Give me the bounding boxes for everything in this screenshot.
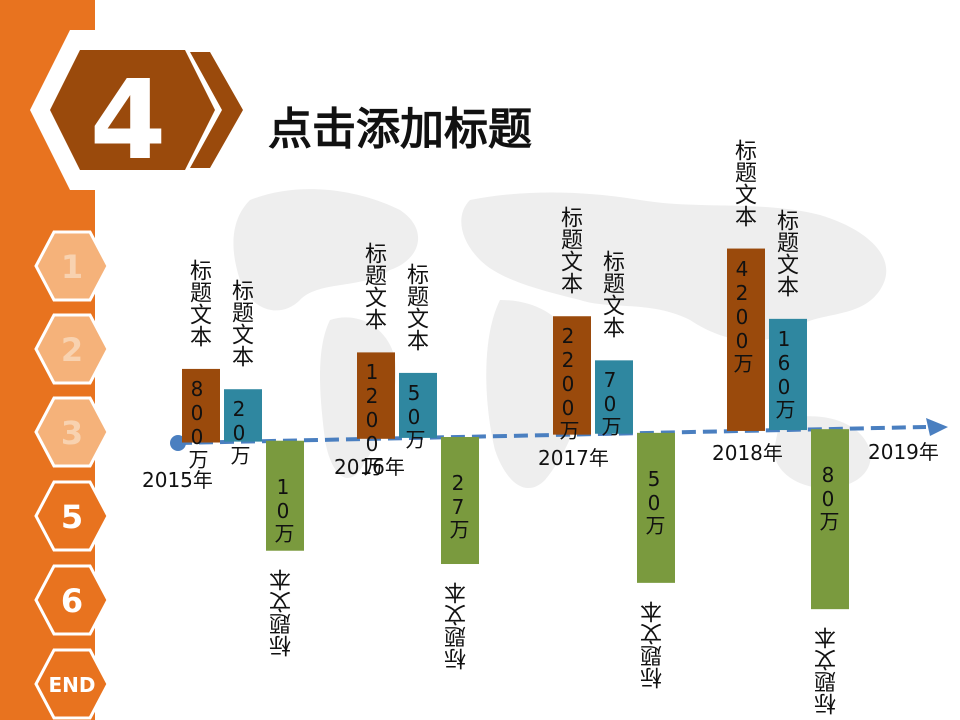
bar-caption: 标题文本 [557,206,582,295]
bar [182,368,220,443]
section-navigation: 1 2 3 5 6 END [34,230,110,720]
bar-caption: 标题文本 [445,582,470,671]
bar [595,360,633,434]
bar-caption: 标题文本 [773,208,798,297]
timeline-arrow-icon [926,418,948,436]
bar-caption: 标题文本 [403,262,428,351]
tick-label-year: 2016年 [334,455,405,479]
data-label: 70万 [598,368,622,437]
tick-label-year: 2019年 [868,440,939,464]
tick-label-year: 2017年 [538,446,609,470]
bar-caption: 标题文本 [641,600,666,689]
nav-item-2[interactable]: 2 [34,313,110,385]
tick-label-year: 2018年 [712,441,783,465]
bar [224,389,262,442]
nav-item-end[interactable]: END [34,648,110,720]
bar-caption: 标题文本 [186,258,211,347]
data-label: 10万 [271,474,295,543]
nav-hexagon [34,480,110,552]
nav-label: 6 [61,582,83,620]
nav-label: 2 [61,331,83,369]
bar-caption: 标题文本 [731,138,756,227]
data-label: 20万 [227,397,251,466]
data-label: 160万 [772,326,796,419]
data-label: 1200万 [360,360,384,477]
nav-hexagon [34,564,110,636]
bar-caption: 标题文本 [815,627,840,716]
bar [399,372,437,438]
nav-hexagon [34,313,110,385]
bar-caption: 标题文本 [270,568,295,657]
data-label: 4200万 [730,256,754,373]
nav-label: 5 [61,498,83,536]
bar-caption: 标题文本 [599,250,624,339]
nav-item-5[interactable]: 5 [34,480,110,552]
data-label: 800万 [185,376,209,469]
nav-hexagon [34,648,110,720]
nav-hexagon [34,230,110,302]
bar [441,437,479,565]
slide-title: 点击添加标题 [268,104,532,155]
nav-label: 1 [61,248,83,286]
slide-number-badge [30,30,245,190]
nav-item-1[interactable]: 1 [34,230,110,302]
bar [811,429,849,610]
data-label: 50万 [402,380,426,449]
data-label: 27万 [446,471,470,540]
bar [553,316,591,435]
tick-label-year: 2015年 [142,468,213,492]
nav-hexagon [34,396,110,468]
data-label: 80万 [816,463,840,532]
data-label: 2200万 [556,324,580,441]
bar [637,432,675,583]
slide-number: 4 [90,56,167,184]
data-label: 50万 [642,466,666,535]
bar-caption: 标题文本 [228,279,253,368]
chart-bars [182,248,849,610]
bar-caption: 标题文本 [361,242,386,331]
bar [727,248,765,431]
nav-item-3[interactable]: 3 [34,396,110,468]
bar [357,352,395,439]
nav-label: 3 [61,414,83,452]
nav-label: END [48,673,95,697]
bar [266,440,304,551]
bar [769,318,807,431]
nav-item-6[interactable]: 6 [34,564,110,636]
